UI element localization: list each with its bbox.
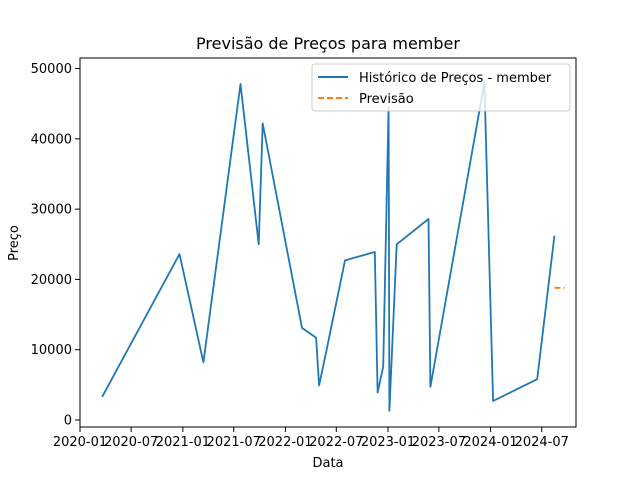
x-tick-label: 2023-01 — [361, 435, 415, 450]
series-line-historico — [101, 81, 556, 412]
plot-area — [79, 57, 577, 428]
x-tick-label: 2020-01 — [53, 435, 107, 450]
x-tick-label: 2022-07 — [309, 435, 363, 450]
y-axis-title: Preço — [7, 225, 22, 261]
y-tick-label: 0 — [64, 413, 72, 428]
x-tick-label: 2022-01 — [258, 435, 312, 450]
x-tick-label: 2024-01 — [463, 435, 517, 450]
chart-title: Previsão de Preços para member — [196, 34, 460, 53]
y-tick-label: 50000 — [31, 62, 72, 77]
legend-box — [311, 63, 571, 112]
x-tick-label: 2020-07 — [104, 435, 158, 450]
legend: Histórico de Preços - member Previsão — [311, 63, 571, 112]
x-axis-title: Data — [312, 456, 343, 471]
y-tick-label: 40000 — [31, 132, 72, 147]
y-axis-ticks: 0 10000 20000 30000 40000 50000 — [31, 62, 80, 428]
x-tick-label: 2024-07 — [515, 435, 569, 450]
x-tick-label: 2021-07 — [207, 435, 261, 450]
legend-label-historico: Histórico de Preços - member — [359, 71, 552, 86]
x-axis-ticks: 2020-012020-072021-012021-072022-012022-… — [53, 427, 569, 450]
x-tick-label: 2021-01 — [156, 435, 210, 450]
y-tick-label: 20000 — [31, 273, 72, 288]
y-tick-label: 10000 — [31, 343, 72, 358]
x-tick-label: 2023-07 — [412, 435, 466, 450]
y-tick-label: 30000 — [31, 203, 72, 218]
legend-label-previsao: Previsão — [359, 92, 414, 107]
series-layer — [101, 81, 565, 412]
